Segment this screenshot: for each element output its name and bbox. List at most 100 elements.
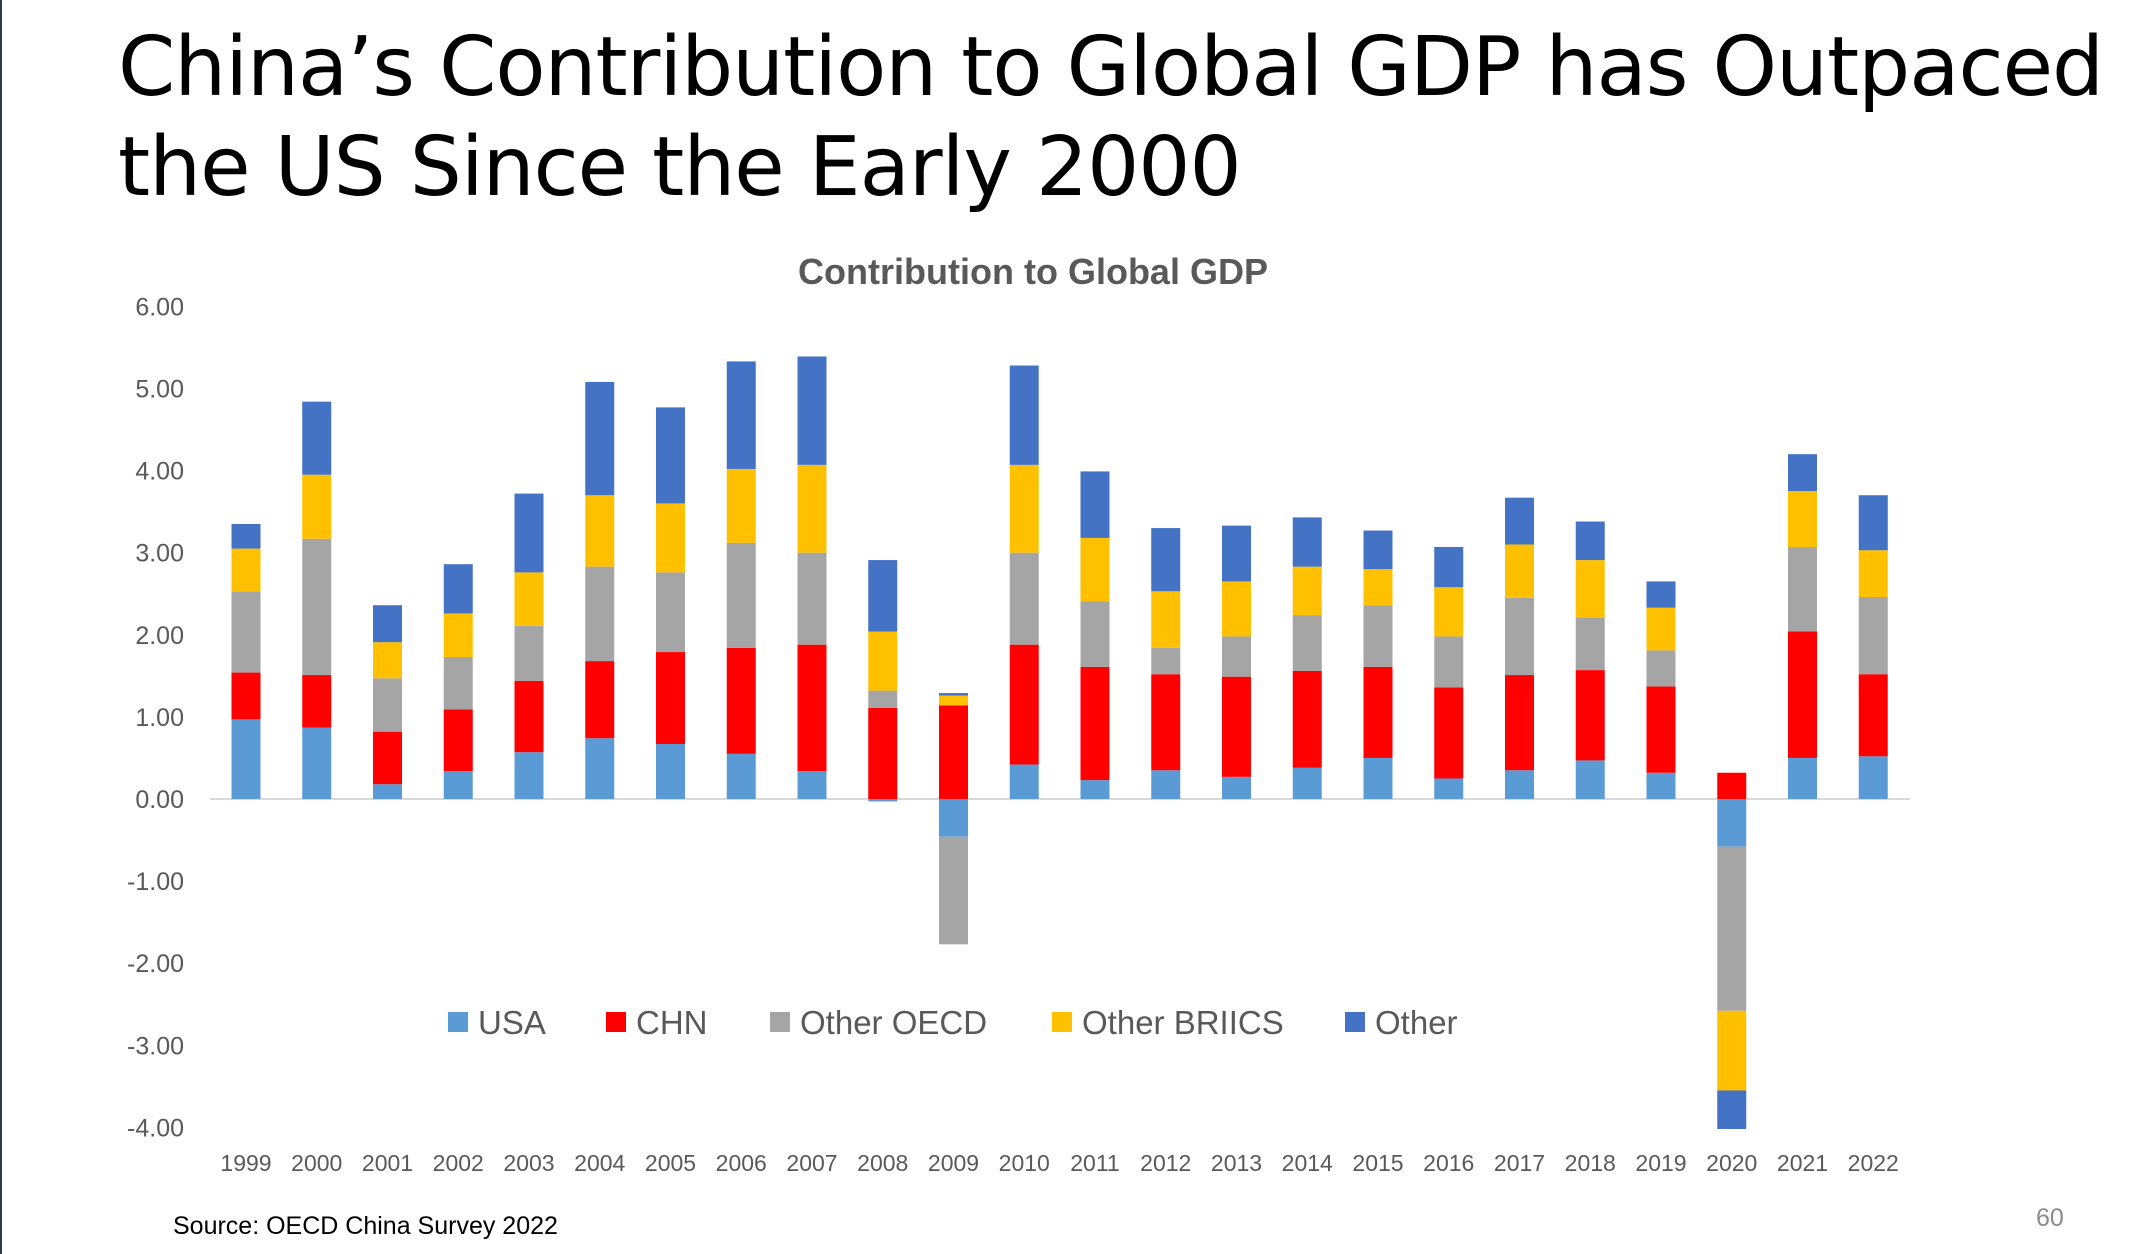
bar-segment-other-oecd-2012 (1151, 647, 1181, 675)
x-tick-label: 2018 (1565, 1150, 1616, 1176)
bar-segment-other-briics-2008 (868, 631, 898, 691)
bar-segment-other-briics-2022 (1858, 550, 1888, 598)
slide-title-line1: China’s Contribution to Global GDP has O… (118, 20, 2104, 115)
bar-segment-other-2011 (1080, 471, 1110, 538)
bar-segment-other-oecd-2018 (1575, 617, 1605, 671)
bar-segment-other-2019 (1646, 581, 1676, 608)
bar-segment-other-2005 (656, 407, 685, 504)
bar-segment-chn-2001 (373, 731, 402, 785)
bar-segment-other-briics-2007 (797, 464, 827, 553)
bar-segment-chn-2003 (514, 680, 544, 753)
bar-segment-other-briics-2017 (1505, 544, 1534, 598)
y-axis: 6.00 5.00 4.00 3.00 2.00 1.00 0.00 -1.00 -2.00 -3… (127, 293, 184, 1142)
bar-segment-usa-1999 (231, 719, 261, 799)
bar-segment-other-oecd-2022 (1858, 597, 1888, 675)
bar-segment-other-briics-2000 (302, 474, 332, 539)
y-tick-label: 3.00 (135, 540, 184, 568)
bar-segment-other-oecd-2001 (373, 678, 402, 732)
bar-segment-other-briics-1999 (231, 548, 261, 592)
x-tick-label: 2002 (433, 1150, 484, 1176)
bar-segment-other-briics-2021 (1788, 491, 1817, 547)
x-tick-label: 2005 (645, 1150, 696, 1176)
x-tick-label: 2010 (999, 1150, 1050, 1176)
bar-segment-usa-2017 (1505, 770, 1534, 799)
x-tick-label: 2015 (1352, 1150, 1403, 1176)
y-tick-label: -3.00 (127, 1032, 184, 1060)
bar-segment-chn-2010 (1009, 644, 1039, 765)
bar-segment-other-oecd-2010 (1009, 552, 1039, 645)
x-tick-label: 2003 (503, 1150, 554, 1176)
bar-segment-chn-2022 (1858, 674, 1888, 757)
bar-segment-other-briics-2004 (585, 495, 615, 567)
bar-segment-other-2003 (514, 493, 544, 573)
bar-segment-other-briics-2012 (1151, 591, 1181, 648)
bar-segment-other-briics-2015 (1363, 569, 1393, 606)
bar-segment-chn-2002 (443, 709, 473, 772)
bar-segment-other-briics-2013 (1222, 581, 1251, 637)
slide-title-line2: the US Since the Early 2000 (118, 120, 1242, 215)
bar-segment-other-oecd-2015 (1363, 605, 1393, 667)
bar-segment-other-2018 (1575, 521, 1605, 561)
x-tick-label: 2020 (1706, 1150, 1757, 1176)
bar-segment-other-2012 (1151, 528, 1181, 592)
x-tick-label: 2012 (1140, 1150, 1191, 1176)
bar-segment-usa-2015 (1363, 757, 1393, 799)
bar-segment-other-1999 (231, 523, 261, 549)
bar-segment-usa-2011 (1080, 780, 1110, 799)
bar-segment-other-oecd-2007 (797, 552, 827, 645)
bar-segment-other-briics-2018 (1575, 560, 1605, 618)
bar-segment-usa-2014 (1292, 767, 1322, 799)
bar-segment-usa-2018 (1575, 760, 1605, 799)
bar-segment-other-2002 (443, 564, 473, 614)
bar-segment-usa-2008 (868, 799, 898, 802)
x-tick-label: 2008 (857, 1150, 908, 1176)
legend-item-other-briics: Other BRIICS (1052, 1004, 1284, 1041)
legend-item-other: Other (1345, 1004, 1458, 1041)
bar-segment-chn-2007 (797, 644, 827, 772)
bar-segment-chn-2019 (1646, 686, 1676, 773)
bar-segment-other-oecd-2008 (868, 690, 898, 708)
legend-label: Other BRIICS (1082, 1004, 1284, 1041)
bar-segment-other-briics-2010 (1009, 464, 1039, 553)
bar-segment-usa-2020 (1717, 799, 1747, 847)
x-tick-label: 2006 (716, 1150, 767, 1176)
y-tick-label: 0.00 (135, 786, 184, 814)
bar-segment-other-2016 (1434, 546, 1464, 588)
x-tick-label: 2013 (1211, 1150, 1262, 1176)
bar-segment-other-briics-2003 (514, 572, 544, 626)
bar-segment-usa-2012 (1151, 770, 1181, 799)
x-tick-label: 2001 (362, 1150, 413, 1176)
legend-swatch (1052, 1012, 1072, 1032)
bar-segment-other-2006 (726, 361, 756, 469)
x-tick-label: 1999 (220, 1150, 271, 1176)
x-tick-label: 2011 (1070, 1150, 1119, 1176)
y-tick-label: -2.00 (127, 950, 184, 978)
bar-segment-chn-2018 (1575, 670, 1605, 761)
bar-segment-other-oecd-2002 (443, 656, 473, 710)
bar-segment-other-oecd-2013 (1222, 636, 1251, 677)
bar-segment-chn-2008 (868, 707, 898, 799)
bar-segment-usa-2019 (1646, 772, 1676, 799)
bar-segment-usa-2010 (1009, 764, 1039, 799)
x-tick-label: 2009 (928, 1150, 979, 1176)
bar-segment-chn-2014 (1292, 670, 1322, 768)
x-tick-label: 2021 (1777, 1150, 1828, 1176)
bar-segment-other-briics-2006 (726, 468, 756, 543)
x-tick-label: 2000 (291, 1150, 342, 1176)
bar-segment-other-oecd-2014 (1292, 615, 1322, 671)
bar-segment-usa-2000 (302, 727, 332, 799)
bar-segment-other-2017 (1505, 497, 1534, 545)
bar-segment-other-oecd-2011 (1080, 601, 1110, 667)
x-tick-label: 2022 (1848, 1150, 1899, 1176)
bar-segment-chn-2012 (1151, 674, 1181, 771)
bar-segment-chn-2000 (302, 675, 332, 728)
bar-segment-other-oecd-2003 (514, 625, 544, 681)
legend-swatch (770, 1012, 790, 1032)
bar-segment-other-briics-2009 (939, 695, 968, 706)
legend: USA CHN Other OECD Other BRIICS Other (448, 1004, 1458, 1041)
y-tick-label: 2.00 (135, 622, 184, 650)
bar-segment-chn-2005 (656, 652, 685, 744)
legend-swatch (448, 1012, 468, 1032)
bar-segment-other-2008 (868, 560, 898, 632)
